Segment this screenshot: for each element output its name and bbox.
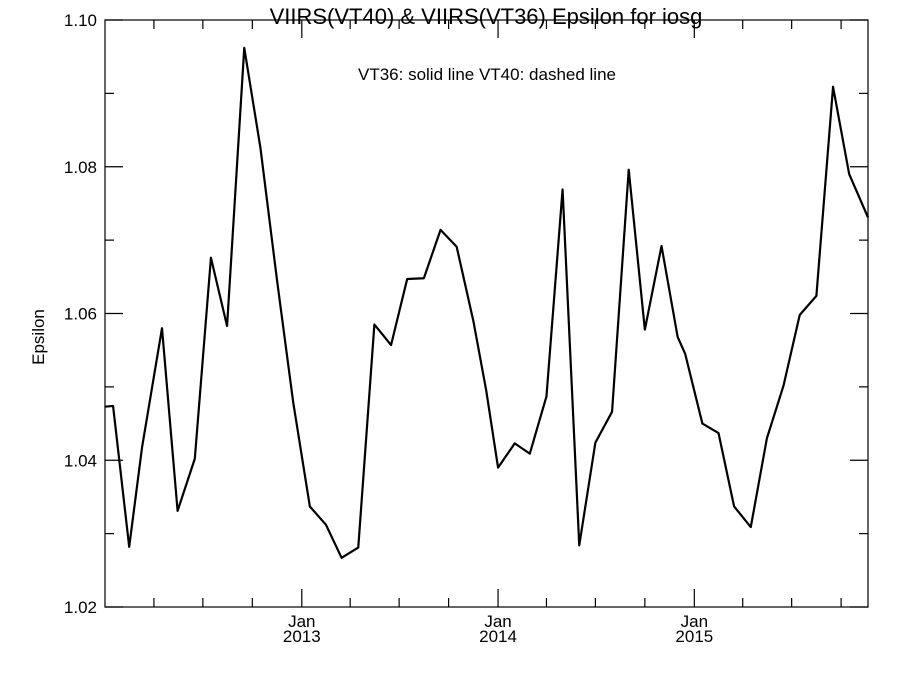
data-point bbox=[325, 524, 327, 526]
data-point bbox=[161, 327, 163, 329]
series-line-vt36 bbox=[104, 46, 870, 559]
data-point bbox=[644, 329, 646, 331]
x-tick-label-year: 2015 bbox=[675, 627, 713, 646]
data-point bbox=[259, 147, 261, 149]
data-point bbox=[104, 406, 106, 408]
axis-ticks bbox=[105, 19, 868, 608]
data-point bbox=[276, 279, 278, 282]
data-point bbox=[292, 401, 294, 403]
data-point bbox=[766, 437, 768, 439]
data-point bbox=[456, 246, 458, 248]
tick-labels: 1.021.041.061.081.10Jan2013Jan2014Jan201… bbox=[64, 11, 713, 646]
x-tick-label-month: Jan bbox=[288, 612, 315, 631]
data-point bbox=[128, 546, 130, 548]
y-tick-label: 1.04 bbox=[64, 451, 97, 470]
data-point bbox=[684, 353, 686, 355]
chart-title: VIIRS(VT40) & VIIRS(VT36) Epsilon for io… bbox=[270, 4, 703, 29]
data-point bbox=[439, 229, 442, 231]
data-point bbox=[578, 544, 580, 546]
data-point bbox=[848, 173, 850, 175]
data-point bbox=[340, 557, 343, 559]
data-point bbox=[309, 505, 311, 508]
y-tick-label: 1.10 bbox=[64, 11, 97, 30]
data-point bbox=[561, 188, 564, 191]
data-point bbox=[677, 336, 679, 338]
data-point bbox=[733, 505, 735, 508]
data-point bbox=[611, 411, 613, 413]
data-point bbox=[529, 453, 531, 455]
y-axis-label: Epsilon bbox=[29, 309, 48, 365]
data-point bbox=[660, 245, 663, 247]
data-point bbox=[194, 458, 196, 460]
y-tick-label: 1.02 bbox=[64, 598, 97, 617]
data-point bbox=[782, 384, 785, 387]
y-tick-label: 1.06 bbox=[64, 305, 97, 324]
x-tick-label-year: 2014 bbox=[479, 627, 517, 646]
series-style-note: VT36: solid line VT40: dashed line bbox=[358, 65, 616, 84]
data-point bbox=[867, 216, 869, 218]
data-point bbox=[141, 446, 143, 448]
data-point bbox=[423, 277, 425, 279]
data-point bbox=[210, 257, 212, 259]
data-point bbox=[594, 442, 596, 444]
data-point bbox=[373, 323, 375, 326]
data-point bbox=[701, 422, 703, 425]
data-point bbox=[750, 526, 752, 528]
y-tick-label: 1.08 bbox=[64, 158, 97, 177]
plot-frame bbox=[104, 19, 869, 608]
data-point bbox=[815, 295, 817, 297]
data-point bbox=[497, 466, 499, 469]
x-tick-label-year: 2013 bbox=[283, 627, 321, 646]
data-point bbox=[799, 314, 801, 316]
data-point bbox=[406, 278, 408, 280]
x-tick-label-month: Jan bbox=[681, 612, 708, 631]
data-point bbox=[545, 395, 548, 398]
data-point bbox=[390, 344, 392, 346]
data-point bbox=[176, 510, 179, 512]
data-point bbox=[514, 442, 516, 444]
data-point bbox=[243, 47, 245, 49]
data-point bbox=[485, 389, 487, 392]
data-point bbox=[112, 405, 114, 407]
data-point bbox=[717, 432, 720, 434]
data-point bbox=[472, 320, 474, 322]
data-point bbox=[357, 546, 359, 549]
data-point bbox=[226, 325, 228, 327]
data-point bbox=[832, 86, 834, 88]
data-point bbox=[628, 169, 630, 171]
series-group bbox=[104, 46, 870, 559]
x-tick-label-month: Jan bbox=[484, 612, 511, 631]
